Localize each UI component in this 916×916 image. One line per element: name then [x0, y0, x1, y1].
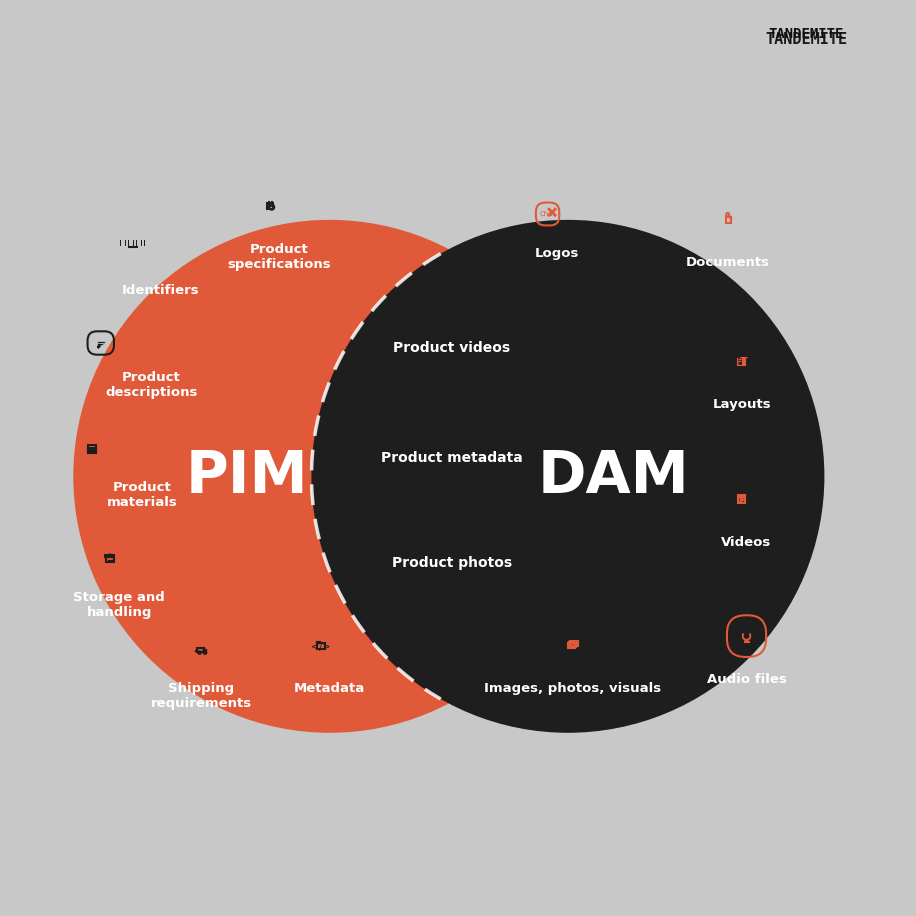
Text: TANDEMITE: TANDEMITE [769, 27, 844, 41]
Bar [105, 555, 114, 557]
Bar [127, 240, 129, 246]
Polygon shape [729, 217, 731, 218]
Bar [568, 643, 575, 649]
Bar [120, 240, 121, 246]
Text: Shipping
requirements: Shipping requirements [151, 682, 252, 711]
Text: Metadata: Metadata [294, 682, 365, 695]
Text: T: T [740, 357, 747, 367]
Text: Product metadata: Product metadata [381, 451, 522, 465]
Text: TANDEMITE: TANDEMITE [765, 32, 847, 47]
Circle shape [311, 220, 824, 733]
Bar [136, 240, 137, 246]
Text: PIM: PIM [186, 448, 309, 505]
Text: Layouts: Layouts [713, 398, 771, 411]
Text: 🏔: 🏔 [738, 358, 742, 365]
Text: Storage and
handling: Storage and handling [73, 591, 165, 619]
Text: Audio files: Audio files [706, 673, 787, 686]
Bar [144, 240, 146, 246]
Text: Product photos: Product photos [391, 556, 512, 571]
Text: Documents: Documents [686, 256, 770, 269]
Bar [571, 641, 578, 646]
Text: Identifiers: Identifiers [122, 284, 199, 297]
Bar [198, 649, 203, 652]
Text: Images, photos, visuals: Images, photos, visuals [484, 682, 661, 695]
Bar [569, 642, 576, 647]
Text: Product videos: Product videos [393, 341, 510, 355]
Text: </>: </> [311, 641, 331, 651]
Text: Product
materials: Product materials [106, 481, 178, 509]
Text: Chat: Chat [540, 212, 556, 217]
Bar [725, 217, 731, 224]
Text: Product
descriptions: Product descriptions [105, 371, 197, 399]
Bar [738, 496, 746, 497]
Bar [317, 643, 324, 649]
Text: DAM: DAM [538, 448, 690, 505]
Circle shape [73, 220, 586, 733]
Text: Product
specifications: Product specifications [227, 243, 332, 271]
Text: Videos: Videos [722, 536, 771, 549]
Bar [317, 642, 320, 643]
Polygon shape [88, 451, 95, 453]
Bar [106, 557, 114, 562]
Bar [738, 359, 746, 365]
Text: Logos: Logos [535, 247, 579, 260]
Bar [738, 496, 746, 503]
Bar [267, 203, 273, 209]
